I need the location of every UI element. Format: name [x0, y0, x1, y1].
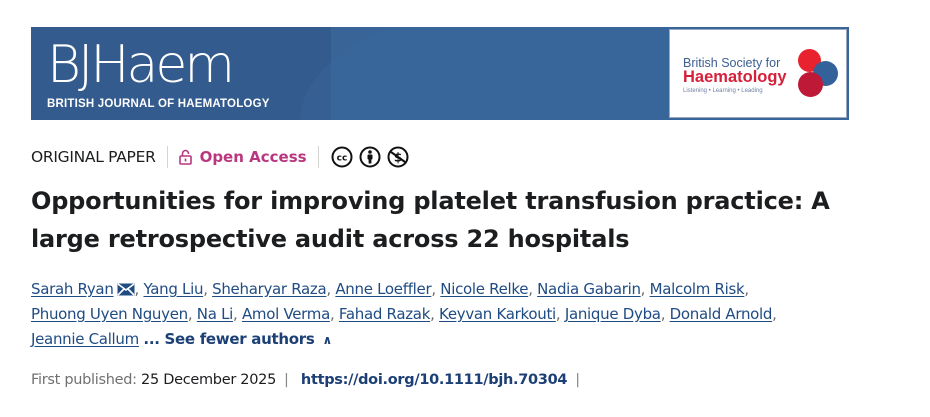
author-link[interactable]: Fahad Razak — [338, 305, 431, 323]
banner-shade — [31, 27, 331, 120]
article-type: ORIGINAL PAPER — [31, 148, 156, 166]
svg-text:cc: cc — [336, 154, 347, 164]
author-link[interactable]: Janique Dyba — [564, 305, 661, 323]
society-logo[interactable]: British Society for Haematology Listenin… — [669, 29, 847, 118]
society-name-line2: Haematology — [683, 68, 787, 86]
society-circle-crimson-icon — [798, 72, 823, 97]
divider: | — [284, 372, 289, 388]
author-link[interactable]: Sarah Ryan — [31, 280, 114, 298]
first-published-date: 25 December 2025 — [141, 372, 277, 388]
see-fewer-authors-button[interactable]: ... See fewer authors ∧ — [143, 330, 332, 348]
license-icons[interactable]: cc $ — [331, 146, 409, 168]
publication-info: First published: 25 December 2025 | https… — [31, 372, 588, 388]
society-tagline: Listening • Learning • Leading — [683, 88, 763, 94]
article-meta-row: ORIGINAL PAPER Open Access cc $ — [31, 144, 409, 170]
author-link[interactable]: Anne Loeffler — [335, 280, 432, 298]
author-link[interactable]: Donald Arnold — [669, 305, 773, 323]
divider — [317, 146, 319, 168]
journal-logo: BJHaem — [47, 35, 235, 95]
author-list: Sarah Ryan, Yang Liu, Sheharyar Raza, An… — [31, 277, 891, 353]
first-published-label: First published: — [31, 372, 137, 388]
divider: | — [575, 372, 580, 388]
chevron-up-icon: ∧ — [322, 333, 332, 347]
cc-icon: cc — [331, 146, 353, 168]
author-link[interactable]: Malcolm Risk — [649, 280, 745, 298]
author-link[interactable]: Na Li — [196, 305, 234, 323]
attribution-icon — [359, 146, 381, 168]
author-link[interactable]: Sheharyar Raza — [212, 280, 327, 298]
divider — [166, 146, 168, 168]
article-title: Opportunities for improving platelet tra… — [31, 187, 830, 253]
envelope-icon[interactable] — [116, 283, 135, 296]
author-link[interactable]: Nadia Gabarin — [537, 280, 641, 298]
author-link[interactable]: Nicole Relke — [440, 280, 529, 298]
society-name-line1: British Society for — [683, 56, 781, 70]
noncommercial-icon: $ — [387, 146, 409, 168]
author-link[interactable]: Amol Verma — [241, 305, 330, 323]
author-link[interactable]: Keyvan Karkouti — [439, 305, 556, 323]
journal-full-name: BRITISH JOURNAL OF HAEMATOLOGY — [47, 98, 270, 110]
author-link[interactable]: Phuong Uyen Nguyen — [31, 305, 188, 323]
unlock-icon — [178, 149, 192, 165]
author-link[interactable]: Yang Liu — [143, 280, 204, 298]
open-access-label: Open Access — [199, 148, 307, 166]
doi-link[interactable]: https://doi.org/10.1111/bjh.70304 — [300, 372, 568, 388]
open-access-badge[interactable]: Open Access — [178, 148, 307, 166]
journal-banner[interactable]: BJHaem BRITISH JOURNAL OF HAEMATOLOGY Br… — [31, 27, 849, 120]
author-link[interactable]: Jeannie Callum — [31, 330, 139, 348]
